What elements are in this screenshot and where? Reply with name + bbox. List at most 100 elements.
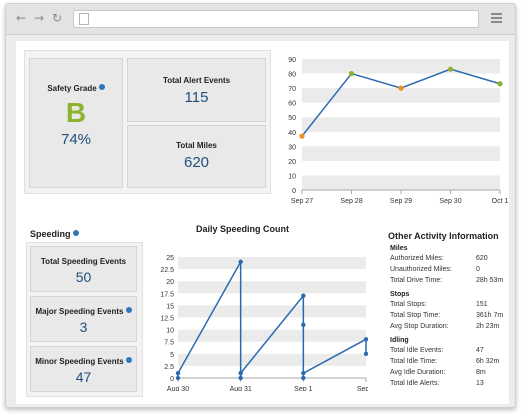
data-point — [299, 133, 305, 139]
info-row-label: Avg Idle Duration: — [390, 369, 446, 376]
x-tick-label: Oct 1 — [492, 198, 508, 205]
forward-arrow-icon[interactable]: → — [33, 11, 45, 25]
info-row-value: 47 — [476, 347, 484, 354]
info-row-label: Total Idle Time: — [390, 358, 438, 365]
total-speeding-events-label: Total Speeding Events — [40, 257, 127, 266]
y-tick-label: 80 — [288, 72, 296, 79]
daily-speeding-chart: 0 2.5 5 7.5 10 12.5 15 17.5 20 22.5 25 Aug 30 Aug 31… — [160, 255, 368, 391]
info-row-value: 0 — [476, 266, 480, 273]
total-alert-events-card: Total Alert Events 115 — [127, 58, 266, 122]
data-point — [348, 70, 355, 77]
y-tick-label: 15 — [166, 303, 174, 310]
x-tick-label: Sep 29 — [390, 198, 412, 205]
y-tick-label: 10 — [166, 328, 174, 335]
y-tick-label: 0 — [292, 188, 296, 195]
total-speeding-events-value: 50 — [75, 269, 92, 285]
grid-band — [178, 281, 366, 294]
x-tick-label: Sep 27 — [291, 198, 313, 205]
grid-band — [302, 59, 500, 74]
total-alert-events-value: 115 — [184, 89, 209, 106]
info-row-label: Avg Stop Duration: — [390, 323, 449, 330]
safety-grade-card: Safety Grade B 74% — [29, 58, 123, 188]
total-miles-label: Total Miles — [176, 141, 217, 150]
activity-line-chart: 0 10 20 30 40 50 60 70 80 90 Sep 27 Sep 28 Sep 29 Sep… — [288, 57, 508, 205]
help-icon[interactable] — [125, 307, 132, 313]
y-tick-label: 22.5 — [160, 267, 174, 274]
section-heading-stops: Stops — [390, 291, 410, 298]
major-speeding-events-label: Major Speeding Events — [35, 307, 124, 316]
x-tick-label: Sep 28 — [340, 198, 362, 205]
y-tick-label: 90 — [288, 57, 296, 64]
help-icon[interactable] — [98, 84, 105, 90]
address-bar[interactable] — [73, 10, 479, 28]
info-row-label: Total Idle Events: — [390, 347, 444, 354]
speeding-title-text: Speeding — [30, 229, 71, 239]
data-point — [447, 66, 454, 72]
major-speeding-events-value: 3 — [79, 319, 88, 335]
data-point — [398, 85, 404, 91]
y-tick-label: 25 — [166, 255, 174, 262]
grid-band — [302, 117, 500, 132]
info-row-value: 361h 7m — [476, 312, 504, 319]
total-speeding-events-card: Total Speeding Events 50 — [30, 246, 137, 292]
grid-band — [302, 88, 500, 103]
back-arrow-icon[interactable]: ← — [15, 11, 27, 25]
grid-band — [302, 175, 500, 190]
dashboard: Safety Grade B 74% Total Alert Events 11… — [16, 41, 509, 404]
y-tick-label: 0 — [170, 376, 174, 383]
grid-band — [178, 305, 366, 318]
total-alert-events-label: Total Alert Events — [162, 76, 231, 85]
info-row-label: Total Drive Time: — [390, 277, 443, 284]
data-point — [363, 337, 368, 342]
y-tick-label: 20 — [166, 279, 174, 286]
y-tick-label: 70 — [288, 86, 296, 93]
reload-icon[interactable]: ↻ — [51, 11, 63, 25]
data-point — [238, 370, 243, 376]
info-row-value: 8m — [476, 369, 486, 376]
info-row-value: 2h 23m — [476, 323, 500, 330]
help-icon[interactable] — [125, 357, 132, 363]
help-icon[interactable] — [72, 230, 79, 236]
document-icon — [79, 13, 89, 25]
y-tick-label: 10 — [288, 173, 296, 180]
y-tick-label: 30 — [288, 144, 296, 151]
y-tick-label: 40 — [288, 130, 296, 137]
data-point — [301, 322, 306, 327]
data-point — [301, 375, 306, 381]
grid-band — [178, 353, 366, 366]
other-activity-title: Other Activity Information — [388, 231, 499, 241]
y-tick-label: 50 — [288, 115, 296, 122]
section-heading-idling: Idling — [390, 337, 409, 344]
info-row-label: Total Stop Time: — [390, 312, 441, 319]
info-row-label: Authorized Miles: — [390, 255, 444, 262]
data-point — [301, 293, 306, 298]
x-tick-label: Sep 2 — [357, 386, 368, 391]
minor-speeding-events-label: Minor Speeding Events — [35, 357, 124, 366]
menu-icon[interactable] — [491, 13, 502, 25]
data-point — [497, 81, 503, 87]
y-tick-label: 12.5 — [160, 316, 174, 323]
y-tick-label: 7.5 — [164, 340, 174, 347]
y-tick-label: 20 — [288, 159, 296, 166]
data-point — [175, 370, 181, 376]
grid-band — [178, 257, 366, 270]
data-point — [238, 259, 243, 265]
info-row-label: Total Stops: — [390, 301, 427, 308]
info-row-label: Unauthorized Miles: — [390, 266, 452, 273]
x-tick-label: Sep 1 — [294, 386, 312, 391]
info-row-value: 6h 32m — [476, 358, 500, 365]
section-heading-miles: Miles — [390, 245, 408, 252]
y-tick-label: 2.5 — [164, 364, 174, 371]
safety-grade-letter: B — [65, 97, 87, 128]
info-row-value: 620 — [476, 255, 488, 262]
data-point — [301, 370, 306, 376]
info-row-value: 151 — [476, 301, 488, 308]
data-point — [175, 375, 181, 381]
speeding-title: Speeding — [30, 229, 79, 239]
data-point — [238, 375, 243, 381]
browser-window: ← → ↻ Safety Grade B 74% Total Alert Eve… — [5, 3, 516, 408]
minor-speeding-events-card: Minor Speeding Events 47 — [30, 346, 137, 392]
y-tick-label: 17.5 — [160, 291, 174, 298]
y-tick-label: 5 — [170, 352, 174, 359]
total-miles-value: 620 — [183, 154, 210, 171]
